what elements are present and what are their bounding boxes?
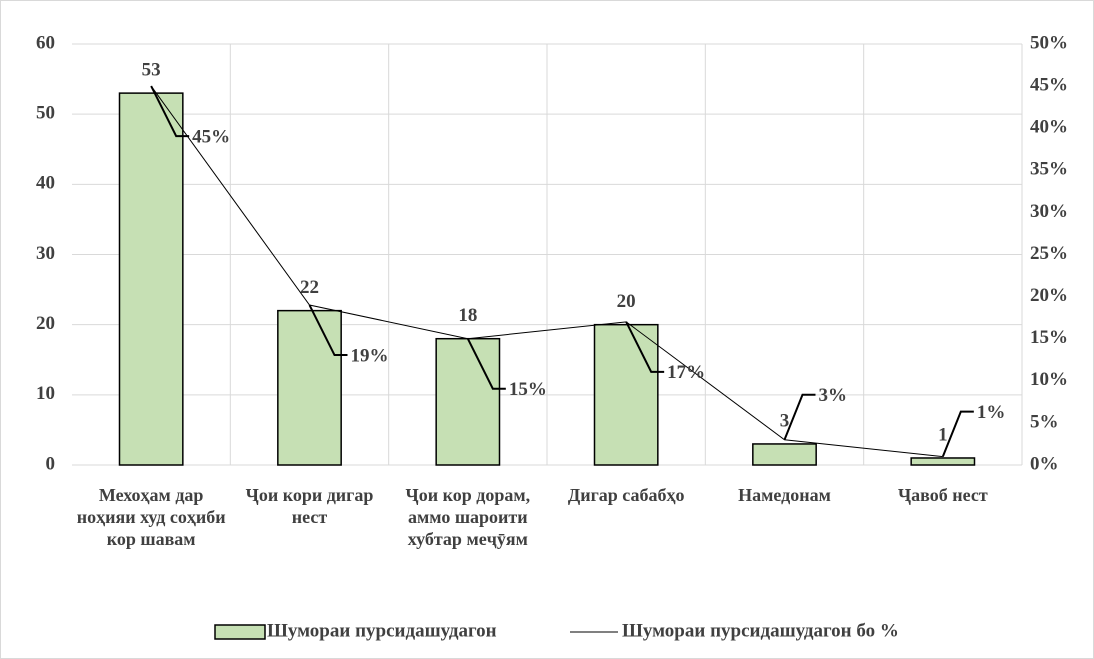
leader-line: [150, 85, 190, 138]
leader-line: [783, 393, 816, 441]
y2-tick-label: 30%: [1030, 201, 1068, 222]
leader-line: [625, 321, 665, 373]
line-value-label: 15%: [509, 379, 547, 400]
y-tick-label: 0: [46, 453, 56, 474]
legend-swatch: [214, 624, 266, 640]
y-tick-label: 60: [36, 32, 55, 53]
leader-line: [941, 410, 974, 457]
y-tick-label: 20: [36, 313, 55, 334]
bar: [277, 309, 342, 466]
bar-value-label: 18: [458, 305, 477, 326]
bar-value-label: 1: [938, 424, 948, 445]
y-tick-label: 10: [36, 383, 55, 404]
x-tick-label: Ҷавоб нест: [897, 485, 988, 505]
line-value-label: 19%: [351, 345, 389, 366]
y2-tick-label: 20%: [1030, 285, 1068, 306]
bar-value-label: 20: [617, 291, 636, 312]
legend-label: Шумораи пурсидашудагон: [267, 620, 497, 641]
bar-value-label: 53: [142, 59, 161, 80]
legend-label: Шумораи пурсидашудагон бо %: [622, 620, 899, 641]
bar: [752, 443, 817, 466]
bar-value-label: 22: [300, 277, 319, 298]
y2-tick-label: 50%: [1030, 32, 1068, 53]
bar: [435, 337, 501, 466]
bar: [118, 92, 184, 466]
y-tick-label: 50: [36, 103, 55, 124]
y2-tick-label: 45%: [1030, 74, 1068, 95]
y2-tick-label: 15%: [1030, 327, 1068, 348]
x-tick-label: Дигар сабабҳо: [567, 485, 685, 505]
x-tick-label: Мехоҳам дар ноҳияи худ соҳиби кор шавам: [76, 485, 226, 549]
line-value-label: 1%: [977, 402, 1006, 423]
bar: [593, 323, 659, 466]
bar: [910, 457, 976, 466]
leader-line: [466, 338, 506, 390]
y2-tick-label: 35%: [1030, 159, 1068, 180]
y2-tick-label: 5%: [1030, 411, 1059, 432]
x-tick-label: Ҷои кори дигар нест: [245, 485, 374, 527]
line: [150, 85, 943, 458]
leader-line: [308, 304, 348, 357]
y-tick-label: 40: [36, 173, 55, 194]
line-value-label: 45%: [192, 126, 230, 147]
y2-tick-label: 40%: [1030, 117, 1068, 138]
x-tick-label: Намедонам: [738, 485, 831, 505]
line-value-label: 17%: [667, 362, 705, 383]
line-value-label: 3%: [819, 385, 848, 406]
x-tick-label: Ҷои кор дорам, аммо шароити хубтар меҷӯя…: [405, 485, 531, 549]
y2-tick-label: 0%: [1030, 453, 1059, 474]
y-tick-label: 30: [36, 243, 55, 264]
y2-tick-label: 25%: [1030, 243, 1068, 264]
y2-tick-label: 10%: [1030, 369, 1068, 390]
bar-value-label: 3: [780, 410, 790, 431]
